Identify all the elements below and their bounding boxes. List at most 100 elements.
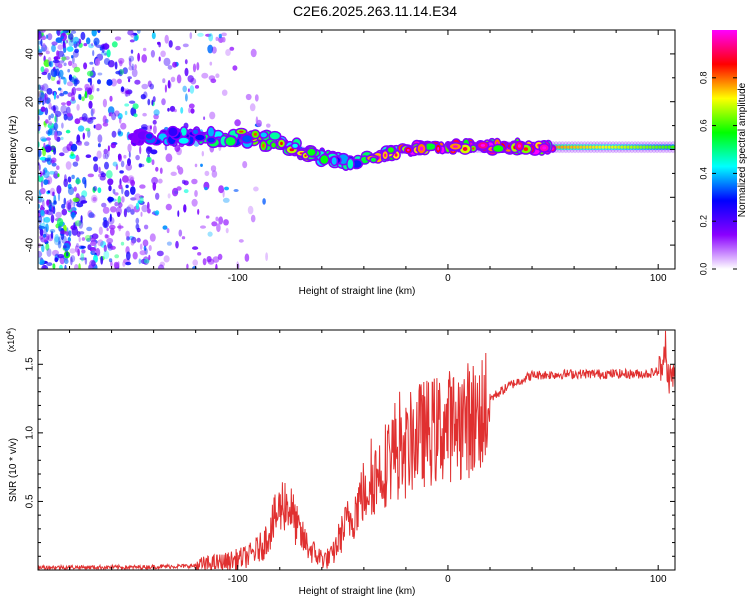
- noise-speck: [222, 36, 226, 43]
- ridge-blob: [178, 137, 189, 144]
- noise-speck: [142, 239, 149, 247]
- ridge-blob: [213, 131, 223, 139]
- noise-speck: [86, 226, 93, 232]
- noise-speck: [114, 192, 119, 196]
- noise-speck: [38, 151, 41, 160]
- noise-speck: [58, 236, 61, 245]
- noise-speck: [54, 110, 62, 117]
- noise-speck: [66, 81, 74, 87]
- noise-speck: [137, 52, 141, 62]
- noise-speck: [62, 32, 66, 37]
- noise-speck: [166, 241, 172, 246]
- noise-speck: [110, 112, 113, 117]
- noise-speck: [139, 250, 147, 256]
- y-tick-label: 1.5: [25, 357, 36, 371]
- colorbar-tick-label: 0.4: [698, 167, 708, 180]
- noise-speck: [47, 130, 51, 137]
- noise-speck: [120, 86, 125, 93]
- noise-speck: [45, 243, 50, 251]
- noise-speck: [242, 161, 248, 169]
- noise-speck: [53, 56, 61, 60]
- noise-speck: [118, 153, 122, 162]
- ridge-blob-peak: [452, 145, 458, 148]
- noise-speck: [133, 113, 138, 118]
- noise-speck: [189, 32, 193, 40]
- noise-speck: [132, 251, 138, 260]
- noise-speck: [130, 49, 134, 54]
- noise-speck: [93, 185, 98, 192]
- noise-speck: [102, 217, 107, 222]
- noise-speck: [42, 99, 45, 106]
- noise-speck: [135, 202, 140, 210]
- noise-speck: [110, 142, 117, 149]
- noise-speck: [76, 41, 80, 47]
- noise-speck: [51, 162, 57, 167]
- ridge-peak: [588, 145, 593, 149]
- noise-speck: [72, 56, 75, 64]
- noise-speck: [42, 148, 46, 157]
- noise-speck: [73, 66, 81, 73]
- noise-speck: [40, 209, 45, 216]
- ridge-blob: [195, 134, 205, 141]
- snr-x-label: Height of straight line (km): [299, 586, 416, 597]
- ridge-blob-peak: [472, 147, 475, 150]
- noise-speck: [238, 239, 244, 243]
- noise-speck: [46, 209, 54, 216]
- noise-speck: [204, 187, 208, 191]
- noise-speck: [96, 88, 100, 92]
- noise-speck: [209, 61, 213, 66]
- ridge-blob: [132, 136, 138, 143]
- noise-speck: [109, 227, 115, 236]
- noise-speck: [45, 50, 50, 55]
- noise-speck: [97, 79, 101, 85]
- noise-speck: [54, 234, 60, 243]
- noise-speck: [129, 176, 134, 184]
- noise-speck: [139, 243, 143, 250]
- noise-speck: [128, 55, 135, 62]
- x-tick-label: 0: [445, 574, 451, 585]
- ridge-peak: [620, 145, 625, 149]
- noise-speck: [39, 170, 43, 178]
- noise-speck: [38, 32, 41, 41]
- noise-speck: [232, 65, 238, 71]
- noise-speck: [43, 216, 51, 223]
- noise-speck: [69, 248, 76, 254]
- noise-speck: [106, 49, 111, 58]
- noise-speck: [62, 245, 67, 249]
- noise-speck: [105, 170, 113, 179]
- noise-speck: [61, 56, 67, 61]
- noise-speck: [116, 78, 122, 85]
- noise-speck: [75, 155, 80, 162]
- noise-speck: [103, 250, 110, 260]
- ridge-blob-peak: [304, 154, 307, 157]
- noise-speck: [44, 145, 52, 153]
- noise-speck: [77, 125, 85, 132]
- noise-speck: [76, 104, 80, 111]
- x-tick-label: 100: [650, 273, 667, 284]
- spectrogram-panel: -100 0 100 -40 -20 0 20 40 Height of straight …: [8, 29, 676, 297]
- noise-speck: [41, 138, 47, 142]
- noise-speck: [63, 197, 67, 206]
- noise-speck: [128, 65, 134, 71]
- noise-speck: [131, 236, 137, 244]
- ridge-blob-peak: [262, 143, 265, 148]
- noise-speck: [43, 59, 51, 67]
- noise-speck: [192, 259, 198, 267]
- noise-speck: [40, 187, 46, 195]
- noise-speck: [181, 179, 186, 184]
- noise-speck: [80, 245, 86, 249]
- noise-speck: [40, 66, 45, 73]
- noise-speck: [121, 187, 124, 195]
- noise-speck: [49, 229, 56, 233]
- noise-speck: [176, 186, 182, 191]
- noise-speck: [155, 166, 159, 172]
- noise-speck: [111, 130, 117, 138]
- noise-speck: [87, 173, 95, 178]
- noise-speck: [80, 215, 83, 222]
- ridge-blob-peak: [462, 147, 468, 151]
- noise-speck: [78, 219, 84, 229]
- ridge-blob: [168, 127, 178, 136]
- noise-speck: [86, 37, 91, 45]
- ridge-blob: [193, 129, 199, 134]
- noise-speck: [125, 230, 130, 238]
